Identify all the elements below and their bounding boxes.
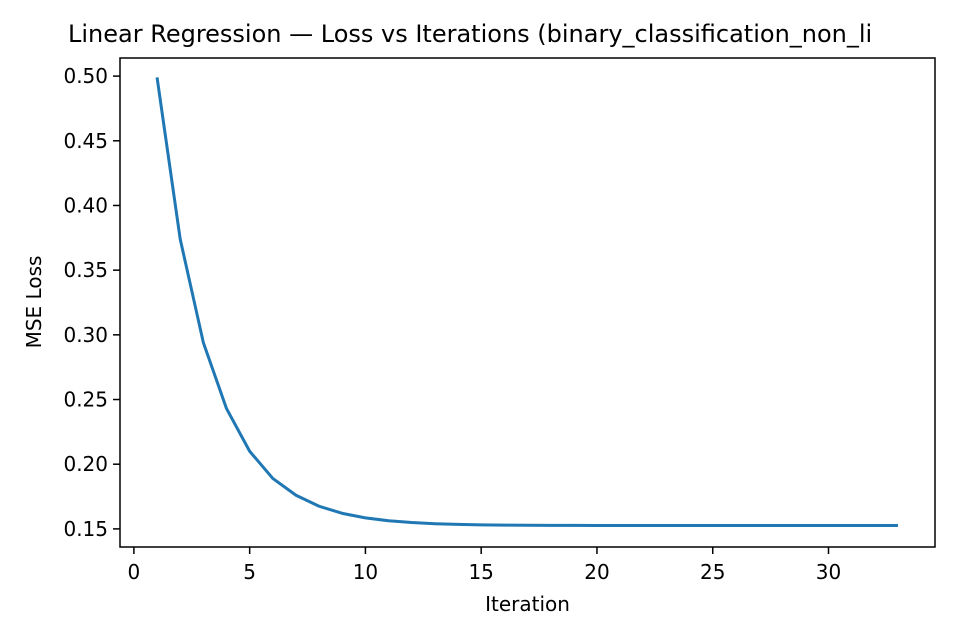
x-tick-label: 15: [468, 560, 493, 584]
x-tick-label: 10: [353, 560, 378, 584]
y-tick-label: 0.45: [63, 129, 108, 153]
chart-title: Linear Regression — Loss vs Iterations (…: [68, 20, 872, 48]
x-tick-label: 30: [816, 560, 841, 584]
y-axis-ticks: 0.15 0.20 0.25 0.30 0.35 0.40 0.45 0.50: [63, 64, 120, 541]
y-tick-label: 0.35: [63, 258, 108, 282]
y-tick-label: 0.30: [63, 323, 108, 347]
y-axis-label: MSE Loss: [22, 256, 46, 349]
x-axis-label: Iteration: [485, 592, 570, 616]
y-tick-label: 0.15: [63, 517, 108, 541]
plot-frame: [119, 57, 936, 548]
y-tick-label: 0.40: [63, 193, 108, 217]
x-tick-label: 5: [243, 560, 256, 584]
y-tick-label: 0.50: [63, 64, 108, 88]
loss-series-line: [155, 77, 898, 528]
x-tick-label: 0: [128, 560, 141, 584]
plot-area: [155, 77, 898, 528]
y-tick-label: 0.20: [63, 452, 108, 476]
y-tick-label: 0.25: [63, 388, 108, 412]
x-tick-label: 25: [700, 560, 725, 584]
x-tick-label: 20: [584, 560, 609, 584]
x-axis-ticks: 0 5 10 15 20 25 30: [128, 547, 841, 584]
